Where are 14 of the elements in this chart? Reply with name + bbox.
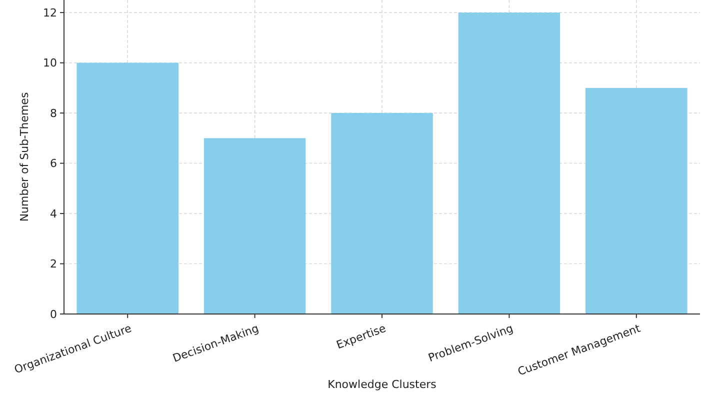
bar: [204, 138, 306, 314]
y-axis-title: Number of Sub-Themes: [18, 92, 31, 222]
bar: [331, 113, 433, 314]
y-tick-label: 12: [43, 6, 57, 20]
y-tick-label: 10: [43, 56, 57, 70]
y-tick-label: 4: [50, 207, 57, 220]
y-tick-label: 0: [50, 308, 57, 321]
bar: [76, 62, 178, 314]
y-tick-label: 8: [50, 106, 57, 120]
bar: [458, 12, 560, 314]
x-axis-title: Knowledge Clusters: [328, 378, 437, 391]
bar: [586, 88, 688, 314]
y-tick-label: 2: [50, 258, 57, 271]
y-tick-label: 6: [50, 157, 57, 170]
